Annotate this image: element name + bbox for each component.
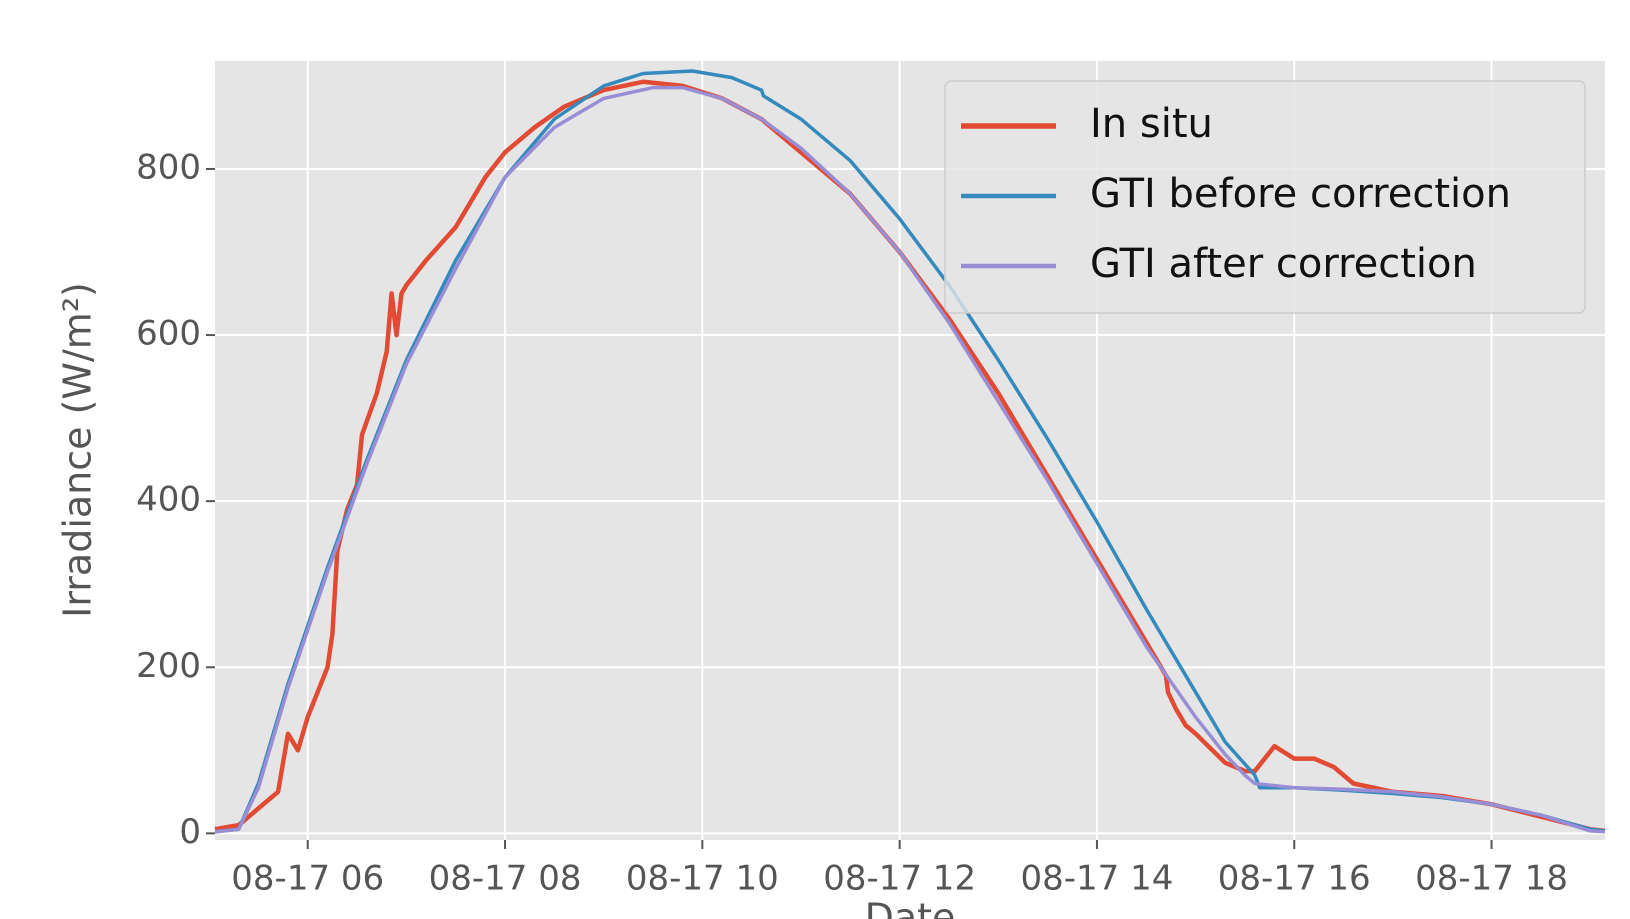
- y-tick-label: 200: [136, 646, 201, 686]
- x-tick-label: 08-17 18: [1415, 859, 1568, 899]
- legend-box: [944, 80, 1586, 314]
- y-tick-label: 0: [179, 812, 201, 852]
- x-tick-label: 08-17 14: [1021, 859, 1174, 899]
- x-axis-label: Date: [865, 896, 956, 919]
- legend-label: GTI after correction: [1090, 241, 1477, 287]
- x-tick-label: 08-17 10: [626, 859, 779, 899]
- x-tick-label: 08-17 06: [231, 859, 384, 899]
- y-tick-label: 600: [136, 314, 201, 354]
- x-tick-label: 08-17 08: [429, 859, 582, 899]
- y-axis-label: Irradiance (W/m²): [56, 282, 100, 618]
- y-tick-label: 800: [136, 147, 201, 187]
- legend-label: In situ: [1090, 101, 1213, 147]
- legend-label: GTI before correction: [1090, 171, 1511, 217]
- series-line: [214, 85, 1606, 834]
- x-tick-label: 08-17 12: [823, 859, 976, 899]
- y-tick-label: 400: [136, 480, 201, 520]
- x-tick-label: 08-17 16: [1218, 859, 1371, 899]
